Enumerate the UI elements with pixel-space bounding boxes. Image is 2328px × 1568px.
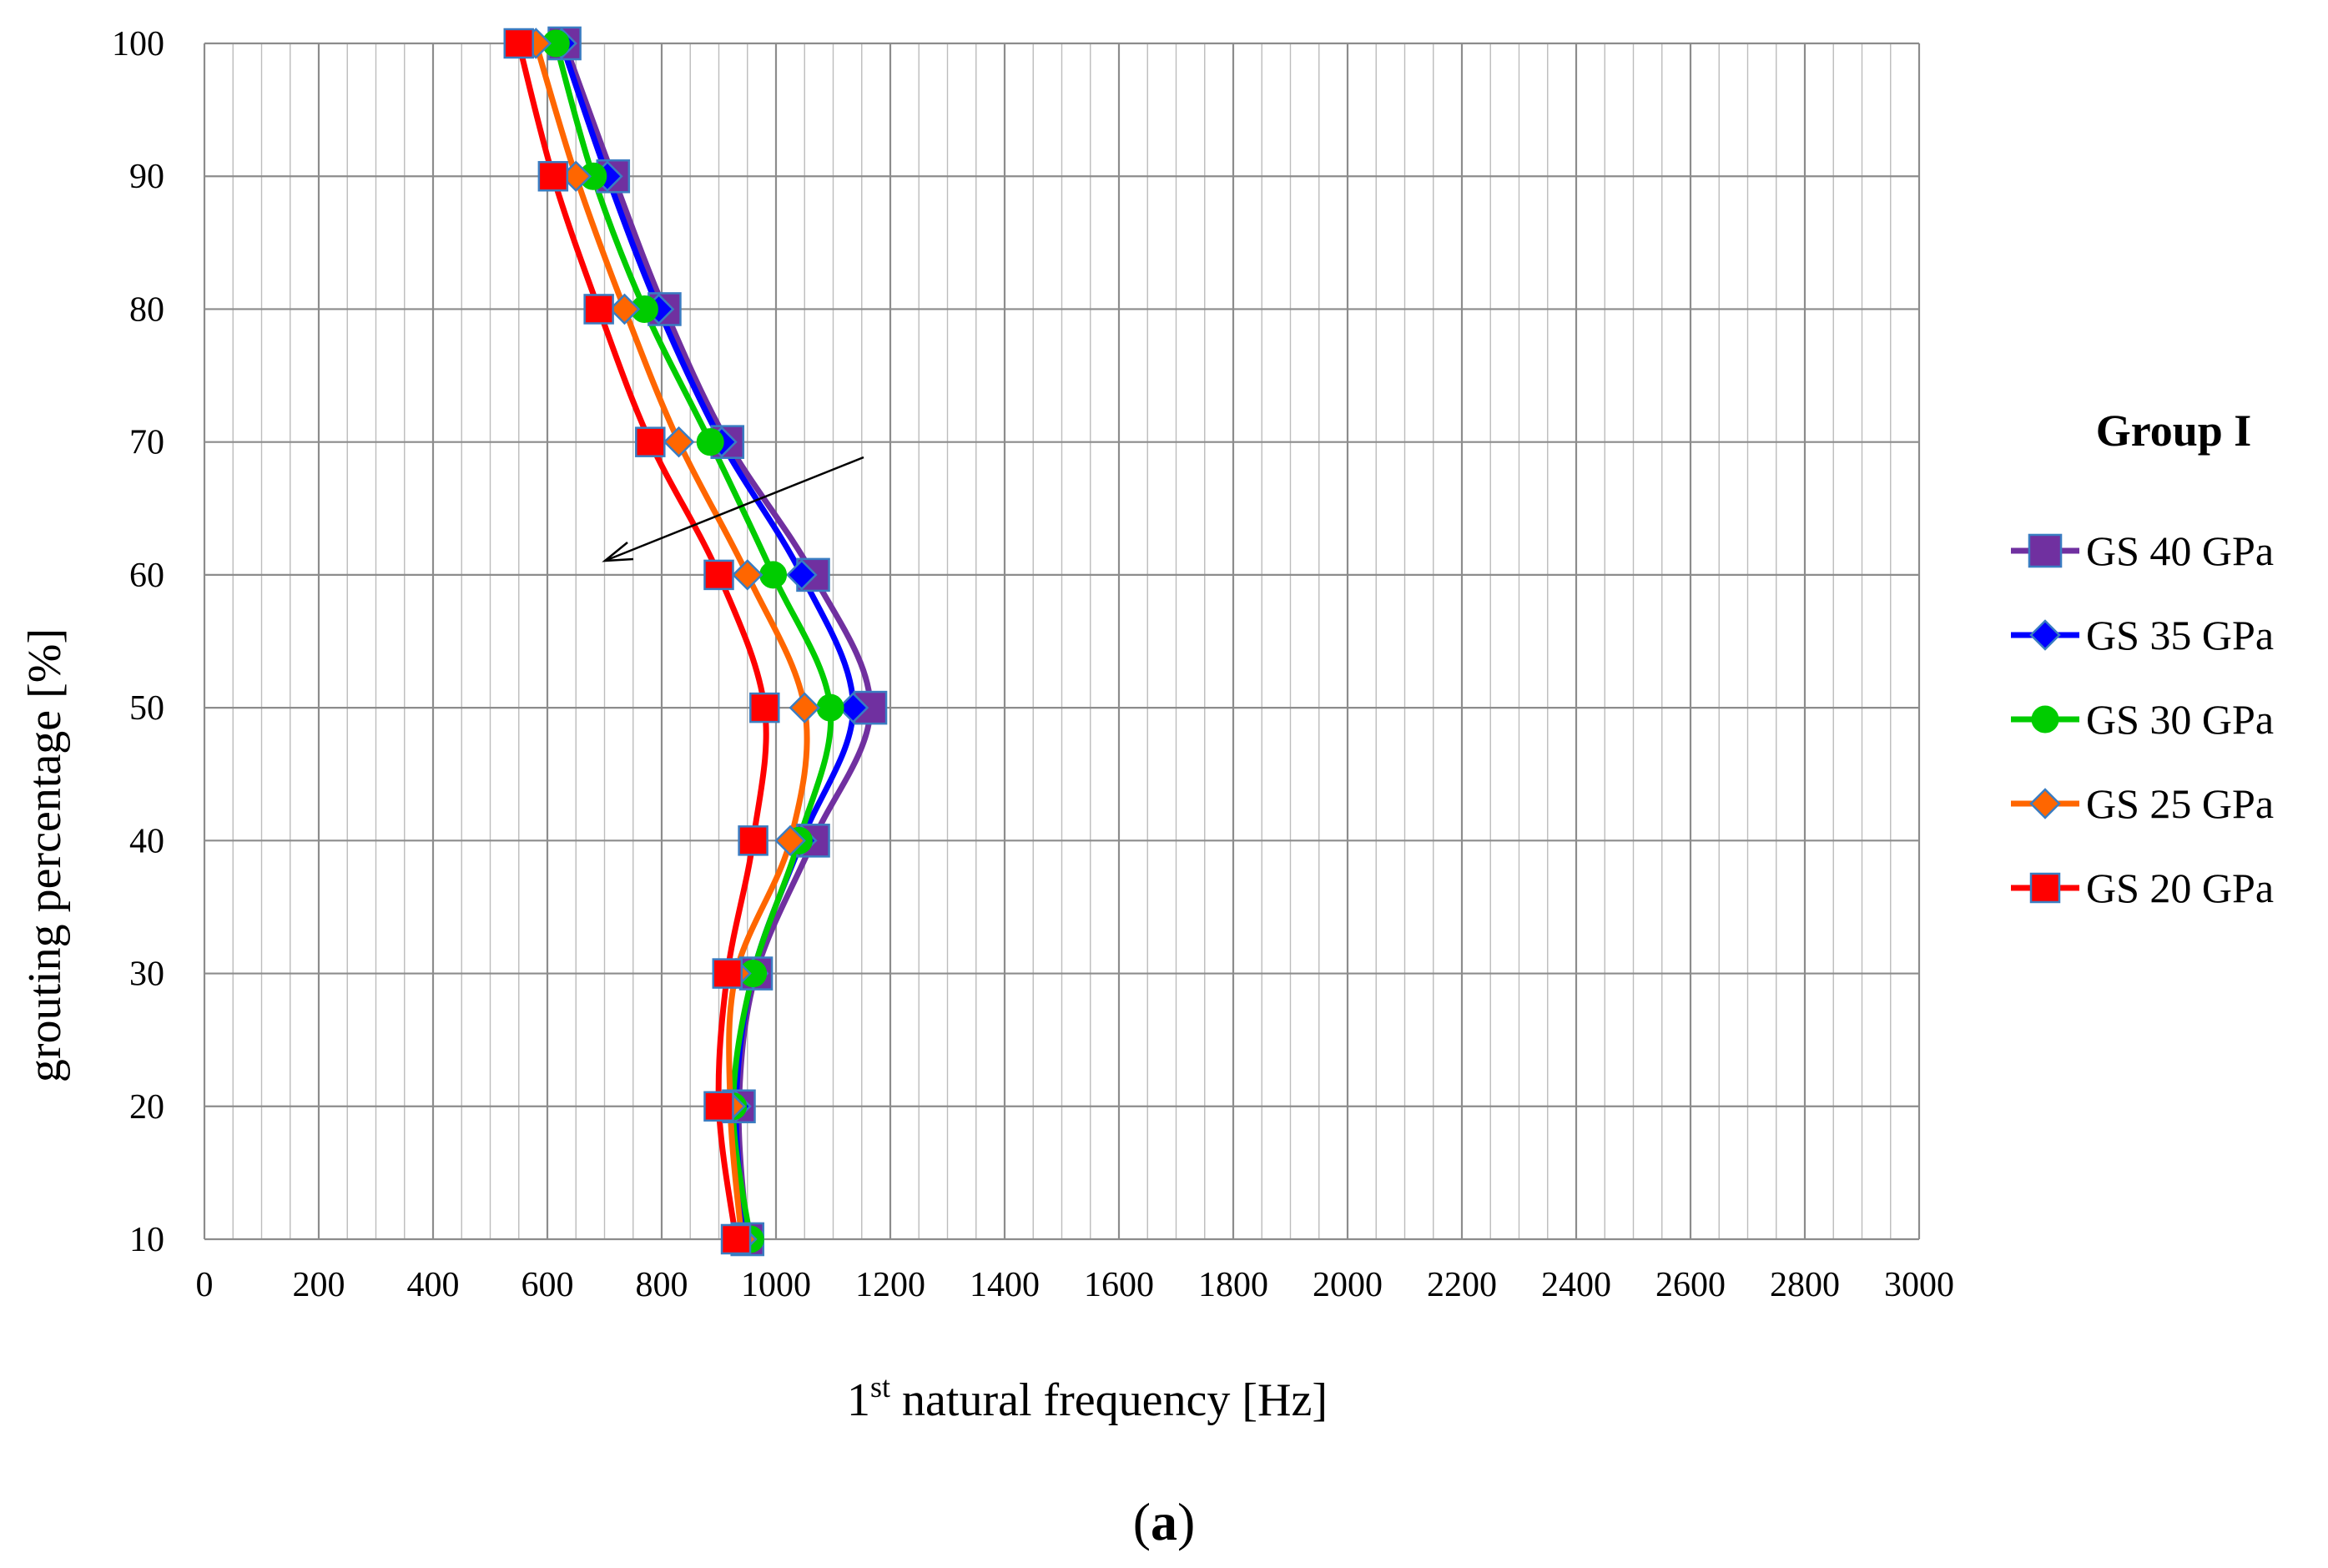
x-tick-label: 600 bbox=[522, 1266, 574, 1304]
y-tick-label: 40 bbox=[129, 822, 164, 860]
x-tick-label: 800 bbox=[636, 1266, 688, 1304]
x-tick-label: 2400 bbox=[1541, 1266, 1611, 1304]
legend: GS 40 GPa GS 35 GPa GS 30 GPa GS 25 GPa GS 2… bbox=[2011, 527, 2274, 911]
y-tick-label: 70 bbox=[129, 424, 164, 462]
x-tick-label: 2600 bbox=[1655, 1266, 1726, 1304]
data-point bbox=[712, 958, 743, 989]
figure-caption: (a) bbox=[1133, 1492, 1196, 1551]
legend-title: Group I bbox=[2096, 406, 2252, 456]
data-point bbox=[703, 1091, 734, 1122]
data-point bbox=[837, 692, 869, 723]
grid bbox=[203, 42, 1921, 1241]
x-tick-label: 1400 bbox=[970, 1266, 1040, 1304]
data-point bbox=[759, 561, 788, 589]
y-tick-label: 90 bbox=[129, 158, 164, 196]
data-point bbox=[789, 692, 821, 723]
data-point bbox=[720, 1223, 752, 1255]
x-tick-labels: 0 200 400 600 800 1000 1200 1400 1600 1800 2000 220… bbox=[196, 1266, 1955, 1304]
series-line-gs-30-gpa bbox=[552, 40, 834, 1243]
x-tick-label: 2000 bbox=[1313, 1266, 1383, 1304]
legend-label: GS 35 GPa bbox=[2086, 612, 2274, 658]
y-tick-label: 100 bbox=[112, 25, 164, 63]
legend-marker bbox=[2029, 788, 2061, 819]
x-tick-label: 1800 bbox=[1198, 1266, 1268, 1304]
x-tick-label: 200 bbox=[293, 1266, 345, 1304]
y-tick-label: 80 bbox=[129, 290, 164, 329]
data-point bbox=[786, 559, 818, 591]
data-point bbox=[537, 160, 569, 192]
legend-marker bbox=[2031, 705, 2059, 734]
legend-label: GS 40 GPa bbox=[2086, 527, 2274, 574]
data-point bbox=[503, 28, 534, 59]
series-line-gs-20-gpa bbox=[516, 40, 769, 1243]
data-point bbox=[816, 693, 844, 722]
legend-label: GS 20 GPa bbox=[2086, 865, 2274, 911]
legend-marker bbox=[2028, 533, 2063, 568]
data-point bbox=[663, 426, 695, 458]
legend-label: GS 25 GPa bbox=[2086, 780, 2274, 827]
legend-marker bbox=[2029, 619, 2061, 651]
data-point bbox=[774, 824, 806, 857]
data-point bbox=[696, 428, 724, 456]
y-axis-title: grouting percentage [%] bbox=[19, 628, 71, 1082]
data-point bbox=[608, 293, 641, 325]
data-point bbox=[731, 559, 763, 591]
y-tick-label: 10 bbox=[129, 1221, 164, 1259]
x-tick-label: 0 bbox=[196, 1266, 214, 1304]
data-point bbox=[749, 692, 780, 723]
data-point bbox=[635, 426, 666, 457]
trend-arrow bbox=[602, 456, 864, 562]
series-curves bbox=[516, 40, 874, 1243]
x-axis-title: 1st natural frequency [Hz] bbox=[847, 1370, 1328, 1426]
y-tick-label: 30 bbox=[129, 955, 164, 994]
data-point bbox=[703, 559, 734, 591]
legend-marker bbox=[2029, 872, 2061, 904]
series-line-gs-25-gpa bbox=[532, 40, 810, 1243]
y-tick-label: 20 bbox=[129, 1088, 164, 1127]
y-tick-label: 60 bbox=[129, 557, 164, 595]
x-tick-label: 1000 bbox=[741, 1266, 811, 1304]
x-tick-label: 3000 bbox=[1884, 1266, 1954, 1304]
x-tick-label: 2200 bbox=[1427, 1266, 1497, 1304]
y-tick-labels: 10 20 30 40 50 60 70 80 90 100 bbox=[112, 25, 164, 1259]
x-tick-label: 1200 bbox=[855, 1266, 925, 1304]
x-tick-label: 2800 bbox=[1770, 1266, 1840, 1304]
y-tick-label: 50 bbox=[129, 689, 164, 728]
legend-label: GS 30 GPa bbox=[2086, 696, 2274, 743]
series-markers bbox=[503, 26, 888, 1257]
data-point bbox=[738, 825, 768, 856]
data-point bbox=[583, 294, 614, 325]
x-tick-label: 1600 bbox=[1084, 1266, 1154, 1304]
x-tick-label: 400 bbox=[407, 1266, 460, 1304]
